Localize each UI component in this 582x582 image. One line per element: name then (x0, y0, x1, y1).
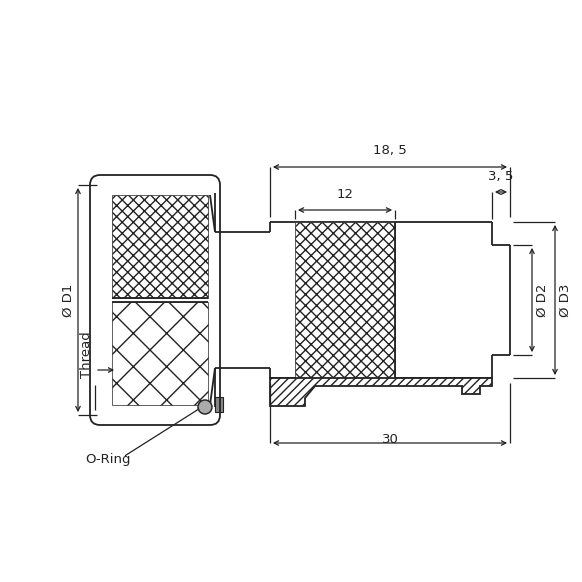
Bar (112, 195, 208, 298)
Circle shape (198, 400, 212, 414)
Bar (112, 302, 208, 405)
Text: Ø D1: Ø D1 (62, 283, 74, 317)
Text: Ø D2: Ø D2 (535, 283, 548, 317)
Text: 12: 12 (336, 188, 353, 201)
Text: O-Ring: O-Ring (85, 453, 130, 467)
Bar (215, 397, 223, 412)
Text: Ø D3: Ø D3 (559, 283, 572, 317)
Text: 3, 5: 3, 5 (488, 170, 514, 183)
Polygon shape (270, 378, 492, 406)
Text: Thread: Thread (80, 332, 94, 378)
Text: 30: 30 (382, 433, 399, 446)
Bar (295, 222, 395, 378)
Text: 18, 5: 18, 5 (373, 144, 407, 157)
